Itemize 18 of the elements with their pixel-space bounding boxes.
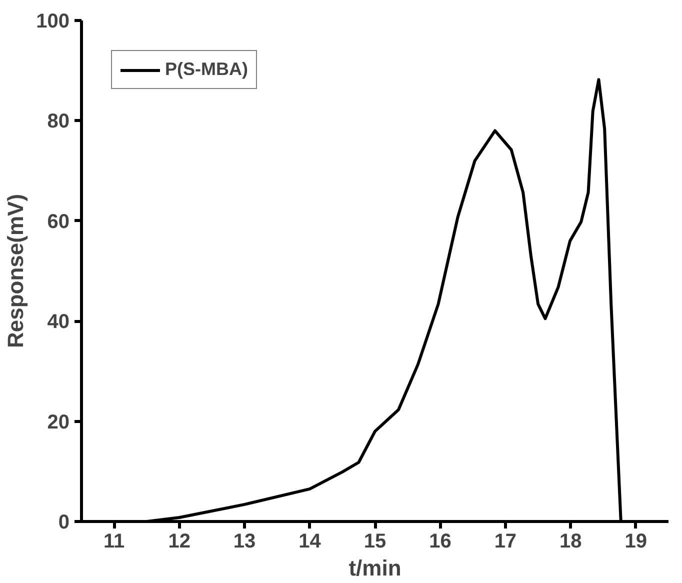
x-tick-label: 13 xyxy=(233,530,256,552)
x-tick-label: 11 xyxy=(104,530,125,552)
x-tick-label: 14 xyxy=(298,530,322,552)
y-axis-title: Response(mV) xyxy=(3,194,28,348)
x-tick-label: 16 xyxy=(429,530,452,552)
x-tick-label: 15 xyxy=(364,530,386,552)
legend-label: P(S-MBA) xyxy=(165,59,248,80)
x-axis-title: t/min xyxy=(348,556,402,580)
y-tick-label: 20 xyxy=(47,411,70,434)
x-tick-label: 19 xyxy=(624,530,648,552)
y-tick-label: 40 xyxy=(47,311,70,334)
x-tick-label: 17 xyxy=(494,530,517,552)
y-tick-label: 0 xyxy=(58,512,70,534)
x-tick-label: 18 xyxy=(560,530,582,552)
y-tick-label: 100 xyxy=(36,10,70,32)
x-tick-label: 12 xyxy=(168,530,190,552)
y-tick-label: 60 xyxy=(47,210,70,233)
y-tick-label: 80 xyxy=(47,110,70,133)
